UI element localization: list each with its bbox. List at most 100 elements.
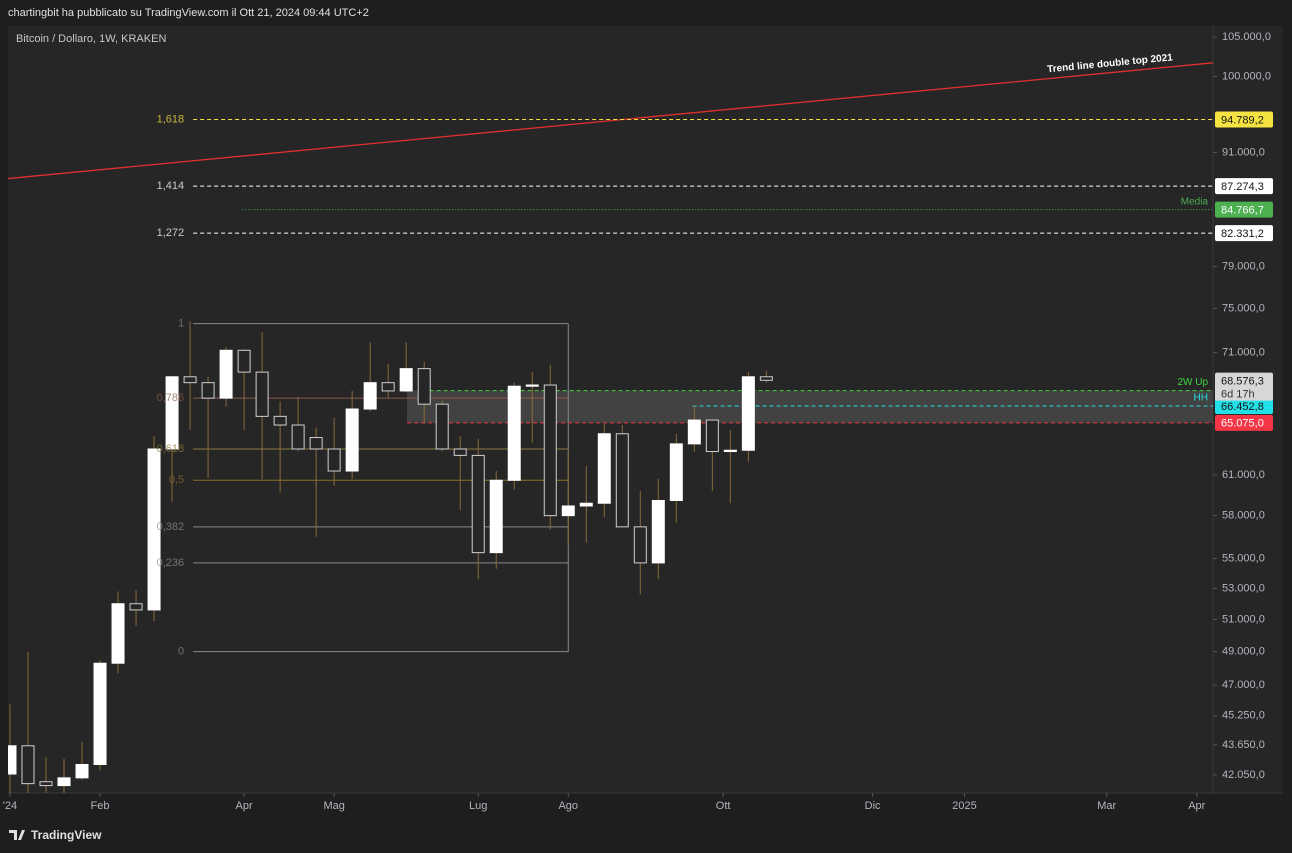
- candle-body: [525, 384, 539, 387]
- symbol-title: Bitcoin / Dollaro, 1W, KRAKEN: [16, 33, 166, 45]
- candle-body: [327, 448, 341, 472]
- fib-label: 0,382: [157, 521, 185, 533]
- candle-body: [75, 763, 89, 779]
- last-price-tag: [1215, 372, 1273, 401]
- x-tick-label: 2025: [952, 800, 976, 812]
- price-tag-label: 66.452,8: [1221, 401, 1264, 413]
- y-tick-label: 51.000,0: [1222, 613, 1265, 625]
- candle-body: [489, 479, 503, 554]
- candle-body: [39, 781, 53, 787]
- x-tick-label: '24: [3, 800, 17, 812]
- price-tag: [1215, 225, 1273, 242]
- y-tick-label: 71.000,0: [1222, 346, 1265, 358]
- y-tick-label: 43.650,0: [1222, 739, 1265, 751]
- candle-body: [759, 376, 773, 381]
- x-tick-label: Ago: [558, 800, 578, 812]
- candle-body: [579, 502, 593, 507]
- candle-body: [651, 500, 665, 564]
- candle-body: [417, 368, 431, 405]
- candle-body: [381, 382, 395, 392]
- candle-body: [705, 419, 719, 453]
- candle-body: [291, 424, 305, 450]
- y-tick-label: 58.000,0: [1222, 510, 1265, 522]
- plot-layer: [8, 62, 1213, 793]
- y-tick-label: 45.250,0: [1222, 710, 1265, 722]
- candle-body: [399, 368, 413, 392]
- x-tick-label: Ott: [716, 800, 731, 812]
- candle-body: [147, 448, 161, 611]
- y-tick-label: 100.000,0: [1222, 70, 1271, 82]
- candle-body: [669, 443, 683, 502]
- x-tick-label: Apr: [236, 800, 253, 812]
- candle-body: [273, 415, 287, 426]
- candle-body: [363, 382, 377, 410]
- y-tick-label: 53.000,0: [1222, 582, 1265, 594]
- candle-body: [435, 403, 449, 450]
- price-tag: [1215, 111, 1273, 128]
- price-tag-label: 82.331,2: [1221, 228, 1264, 240]
- price-tag: [1215, 397, 1273, 414]
- header-title: chartingbit ha pubblicato su TradingView…: [8, 7, 369, 19]
- fib-label: 1,618: [157, 113, 185, 125]
- x-tick-label: Feb: [91, 800, 110, 812]
- candle-body: [723, 449, 737, 453]
- x-tick-label: Mar: [1097, 800, 1116, 812]
- price-tag-label: 65.075,0: [1221, 418, 1264, 430]
- candle-body: [21, 745, 35, 785]
- price-tag-label: 84.766,7: [1221, 205, 1264, 217]
- fib-label: 0: [178, 646, 184, 658]
- fib-label: 0,618: [157, 443, 185, 455]
- fib-label: 1,272: [157, 227, 185, 239]
- fib-label: 0,786: [157, 392, 185, 404]
- candle-body: [507, 385, 521, 481]
- indicator-name: Media: [1181, 196, 1209, 207]
- last-price-label: 68.576,3: [1221, 375, 1264, 387]
- price-tag: [1215, 414, 1273, 431]
- x-tick-label: Lug: [469, 800, 487, 812]
- y-tick-label: 49.000,0: [1222, 646, 1265, 658]
- x-tick-label: Apr: [1188, 800, 1205, 812]
- indicator-name: HH: [1194, 393, 1208, 404]
- footer-brand: TradingView: [31, 828, 102, 842]
- candle-body: [633, 526, 647, 564]
- price-tag-label: 87.274,3: [1221, 181, 1264, 193]
- x-tick-label: Mag: [323, 800, 344, 812]
- candle-body: [741, 376, 755, 451]
- candle-body: [183, 376, 197, 384]
- candle-body: [237, 349, 251, 373]
- candle-body: [597, 433, 611, 504]
- candle-body: [471, 454, 485, 554]
- candle-body: [255, 371, 269, 417]
- price-tag: [1215, 201, 1273, 218]
- y-tick-label: 47.000,0: [1222, 679, 1265, 691]
- x-tick-label: Dic: [865, 800, 881, 812]
- price-tag-label: 94.789,2: [1221, 114, 1264, 126]
- y-tick-label: 91.000,0: [1222, 146, 1265, 158]
- fib-label: 0,5: [169, 474, 184, 486]
- candle-body: [543, 384, 557, 517]
- candle-body: [8, 745, 17, 775]
- candle-body: [201, 382, 215, 399]
- candle-body: [561, 505, 575, 517]
- candle-body: [93, 662, 107, 765]
- candle-body: [453, 448, 467, 456]
- candle-body: [345, 408, 359, 472]
- y-tick-label: 55.000,0: [1222, 552, 1265, 564]
- fib-label: 1: [178, 317, 184, 329]
- footer-logo: [9, 830, 25, 840]
- candle-body: [219, 349, 233, 399]
- price-tag: [1215, 178, 1273, 195]
- candle-body: [57, 777, 71, 787]
- countdown-label: 6d 17h: [1221, 388, 1255, 400]
- fib-label: 1,414: [157, 180, 185, 192]
- y-tick-label: 75.000,0: [1222, 302, 1265, 314]
- candle-body: [111, 603, 125, 664]
- candle-body: [165, 376, 179, 450]
- candle-body: [309, 437, 323, 450]
- trend-line: [8, 62, 1213, 180]
- candle-body: [687, 419, 701, 445]
- candle-body: [615, 433, 629, 528]
- candle-body: [129, 603, 143, 611]
